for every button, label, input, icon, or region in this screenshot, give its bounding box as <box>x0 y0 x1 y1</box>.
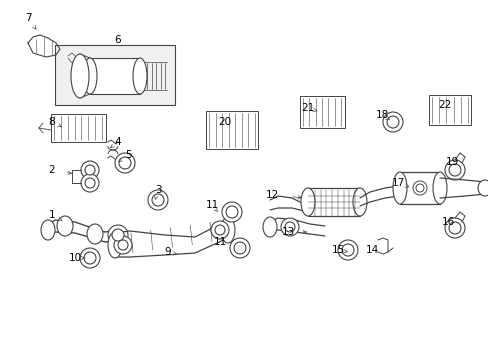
Text: 8: 8 <box>49 117 55 127</box>
Ellipse shape <box>81 161 99 179</box>
Ellipse shape <box>222 202 242 222</box>
Ellipse shape <box>225 206 238 218</box>
Ellipse shape <box>87 224 103 244</box>
Ellipse shape <box>448 164 460 176</box>
Text: 5: 5 <box>124 150 131 160</box>
Ellipse shape <box>389 119 395 125</box>
Ellipse shape <box>415 184 423 192</box>
Ellipse shape <box>301 188 314 216</box>
Ellipse shape <box>341 244 353 256</box>
Text: 12: 12 <box>265 190 278 200</box>
Ellipse shape <box>80 248 100 268</box>
Ellipse shape <box>229 238 249 258</box>
Text: 20: 20 <box>218 117 231 127</box>
Ellipse shape <box>477 180 488 196</box>
Bar <box>90 58 140 94</box>
Ellipse shape <box>392 172 406 204</box>
Ellipse shape <box>114 236 132 254</box>
Bar <box>51 114 106 142</box>
Text: 4: 4 <box>115 137 121 147</box>
Text: 19: 19 <box>445 157 458 167</box>
Ellipse shape <box>263 217 276 237</box>
Ellipse shape <box>337 240 357 260</box>
Ellipse shape <box>108 232 122 258</box>
Ellipse shape <box>81 174 99 192</box>
Ellipse shape <box>83 58 97 94</box>
Ellipse shape <box>71 54 89 98</box>
Ellipse shape <box>118 240 128 250</box>
Ellipse shape <box>152 194 163 206</box>
Text: 16: 16 <box>441 217 454 227</box>
Ellipse shape <box>85 178 95 188</box>
Text: 17: 17 <box>390 178 404 188</box>
Text: 7: 7 <box>24 13 31 23</box>
Text: 9: 9 <box>164 247 171 257</box>
Bar <box>299 96 345 128</box>
Bar <box>399 172 439 204</box>
Text: 11: 11 <box>213 237 226 247</box>
Bar <box>55 45 175 105</box>
Ellipse shape <box>444 160 464 180</box>
Text: 13: 13 <box>281 227 294 237</box>
Ellipse shape <box>108 225 128 245</box>
Ellipse shape <box>84 252 96 264</box>
Ellipse shape <box>119 157 131 169</box>
Ellipse shape <box>133 58 147 94</box>
Text: 14: 14 <box>365 245 378 255</box>
Ellipse shape <box>115 153 135 173</box>
Ellipse shape <box>148 190 168 210</box>
Text: 11: 11 <box>205 200 218 210</box>
Ellipse shape <box>215 225 224 235</box>
Bar <box>205 111 258 149</box>
Text: 22: 22 <box>437 100 451 110</box>
Ellipse shape <box>448 222 460 234</box>
Text: 2: 2 <box>49 165 55 175</box>
Ellipse shape <box>382 112 402 132</box>
Text: 10: 10 <box>68 253 81 263</box>
Ellipse shape <box>444 218 464 238</box>
Ellipse shape <box>387 117 397 127</box>
Bar <box>428 95 470 125</box>
Text: 3: 3 <box>154 185 161 195</box>
Ellipse shape <box>285 222 294 232</box>
Text: 15: 15 <box>331 245 344 255</box>
Ellipse shape <box>432 172 446 204</box>
Ellipse shape <box>352 188 366 216</box>
Text: 18: 18 <box>375 110 388 120</box>
Ellipse shape <box>234 242 245 254</box>
Ellipse shape <box>210 221 228 239</box>
Ellipse shape <box>85 165 95 175</box>
Ellipse shape <box>386 116 398 128</box>
Ellipse shape <box>57 216 73 236</box>
Ellipse shape <box>112 229 124 241</box>
Text: 1: 1 <box>49 210 55 220</box>
Ellipse shape <box>221 217 235 243</box>
Ellipse shape <box>41 220 55 240</box>
Ellipse shape <box>412 181 426 195</box>
Text: 21: 21 <box>301 103 314 113</box>
Ellipse shape <box>281 218 298 236</box>
Text: 6: 6 <box>115 35 121 45</box>
Bar <box>307 188 359 216</box>
